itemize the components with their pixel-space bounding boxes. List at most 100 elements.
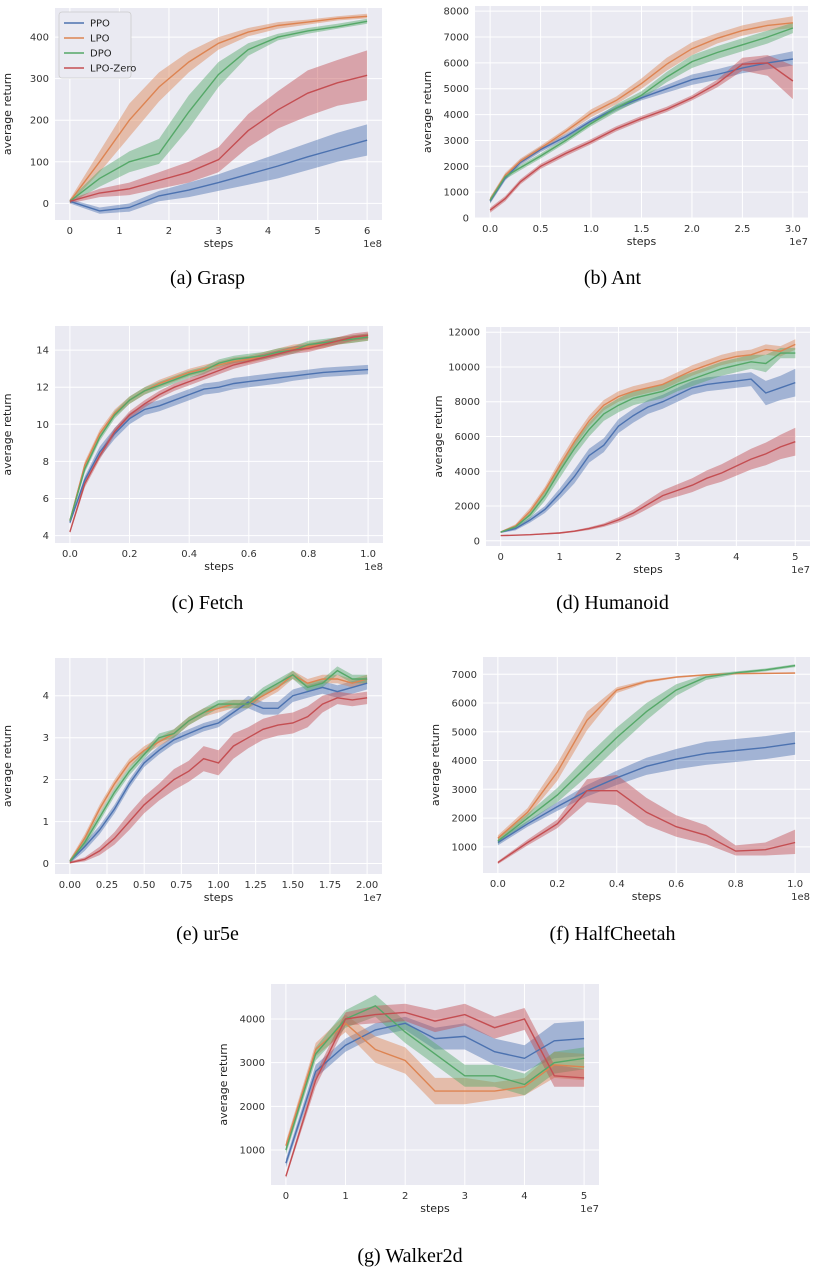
series-line-lpo-zero <box>69 74 368 202</box>
band-lpo-zero <box>490 55 793 213</box>
y-tick-label: 10000 <box>448 362 480 373</box>
y-tick-label: 10 <box>36 420 49 431</box>
x-tick-label: 1.0 <box>583 224 599 235</box>
x-tick-label: 5 <box>581 1191 587 1202</box>
x-tick-label: 5 <box>314 226 320 237</box>
x-scale-multiplier: 1e7 <box>363 893 382 904</box>
y-tick-label: 1 <box>43 817 49 828</box>
x-tick-label: 4 <box>265 226 271 237</box>
y-tick-label: 5000 <box>452 727 477 738</box>
y-tick-label: 4 <box>43 691 49 702</box>
x-axis-label: steps <box>420 1202 450 1215</box>
y-tick-label: 3000 <box>444 136 469 147</box>
band-lpo <box>69 670 368 864</box>
series-line-ppo <box>69 682 368 862</box>
series-line-dpo <box>69 20 368 202</box>
caption-fetch: (c) Fetch <box>171 592 244 614</box>
y-axis-label: average return <box>432 395 445 477</box>
y-tick-label: 2000 <box>444 162 469 173</box>
y-tick-label: 0 <box>43 859 49 870</box>
x-scale-multiplier: 1e8 <box>364 562 383 573</box>
series-line-dpo <box>497 664 796 842</box>
y-tick-label: 6000 <box>452 699 477 710</box>
x-tick-label: 0.0 <box>490 879 506 890</box>
band-dpo <box>285 994 585 1155</box>
x-tick-label: 1 <box>116 226 122 237</box>
series-line-dpo <box>69 669 368 862</box>
x-tick-label: 3 <box>215 226 221 237</box>
y-tick-label: 300 <box>30 74 49 85</box>
series-line-dpo <box>285 1004 585 1151</box>
series-line-lpo-zero <box>285 1011 585 1177</box>
chart-svg: 0 100 200 300 400 0 1 2 3 4 5 6 steps average return 1… <box>1 8 382 250</box>
y-tick-label: 0 <box>43 199 49 210</box>
band-lpo <box>69 13 368 204</box>
caption-ant: (b) Ant <box>583 267 642 289</box>
series-group <box>285 994 585 1179</box>
series-group <box>497 664 796 865</box>
y-tick-label: 400 <box>30 33 49 44</box>
series-line-lpo <box>285 1022 585 1146</box>
series-line-lpo-zero <box>500 441 796 537</box>
y-tick-label: 12000 <box>448 328 480 339</box>
band-lpo-zero <box>69 50 368 204</box>
series-line-ppo <box>497 742 796 844</box>
x-tick-label: 0.4 <box>609 879 625 890</box>
chart-panel-halfcheetah: 1000 2000 3000 4000 5000 6000 7000 0.0 0.2 0.4 0.6… <box>410 650 815 910</box>
x-tick-label: 0.2 <box>549 879 565 890</box>
x-axis-label: steps <box>204 237 234 250</box>
y-tick-label: 4000 <box>240 1014 265 1025</box>
x-tick-label: 0.2 <box>122 549 138 560</box>
y-tick-label: 3 <box>43 733 49 744</box>
x-tick-label: 0 <box>283 1191 289 1202</box>
series-group <box>500 339 796 537</box>
y-axis-label: average return <box>1 393 14 475</box>
series-group <box>69 13 368 214</box>
y-tick-label: 4000 <box>444 110 469 121</box>
x-tick-label: 0.6 <box>241 549 257 560</box>
series-line-lpo <box>69 673 368 862</box>
y-tick-label: 6000 <box>455 432 480 443</box>
y-axis-label: average return <box>1 73 14 155</box>
x-tick-label: 2 <box>166 226 172 237</box>
y-tick-label: 8000 <box>455 397 480 408</box>
series-line-ppo <box>285 1022 585 1164</box>
x-tick-label: 0.00 <box>59 880 81 891</box>
band-lpo-zero <box>69 331 369 534</box>
y-tick-label: 7000 <box>444 33 469 44</box>
chart-svg: 0 2000 4000 6000 8000 10000 12000 0 1 2 3 4 5 steps av… <box>432 327 810 576</box>
y-tick-label: 1000 <box>452 842 477 853</box>
x-axis-label: steps <box>204 560 234 573</box>
x-axis-label: steps <box>627 235 657 248</box>
plot-area <box>55 326 383 543</box>
x-tick-label: 3.0 <box>785 224 801 235</box>
y-tick-label: 2000 <box>455 502 480 513</box>
x-tick-label: 2 <box>615 552 621 563</box>
y-tick-label: 4000 <box>455 467 480 478</box>
x-tick-label: 3 <box>674 552 680 563</box>
x-tick-label: 0.8 <box>728 879 744 890</box>
x-tick-label: 4 <box>733 552 739 563</box>
y-axis-label: average return <box>421 71 434 153</box>
y-tick-label: 3000 <box>452 785 477 796</box>
x-tick-label: 1.0 <box>360 549 376 560</box>
caption-halfcheetah: (f) HalfCheetah <box>549 923 676 945</box>
band-ppo <box>497 731 796 846</box>
y-tick-label: 100 <box>30 157 49 168</box>
y-tick-label: 0 <box>474 536 480 547</box>
y-tick-label: 12 <box>36 383 49 394</box>
series-line-dpo <box>500 352 796 533</box>
band-dpo <box>490 22 793 203</box>
x-scale-multiplier: 1e7 <box>789 237 808 248</box>
x-tick-label: 1 <box>556 552 562 563</box>
legend-label-lpo-zero: LPO-Zero <box>90 64 136 75</box>
series-line-ppo <box>489 58 794 202</box>
y-tick-label: 6000 <box>444 58 469 69</box>
x-scale-multiplier: 1e8 <box>363 239 382 250</box>
y-tick-label: 14 <box>36 346 49 357</box>
band-ppo <box>500 368 796 533</box>
x-tick-label: 1.0 <box>787 879 803 890</box>
y-axis-label: average return <box>1 725 14 807</box>
band-lpo-zero <box>497 774 796 865</box>
x-tick-label: 5 <box>792 552 798 563</box>
